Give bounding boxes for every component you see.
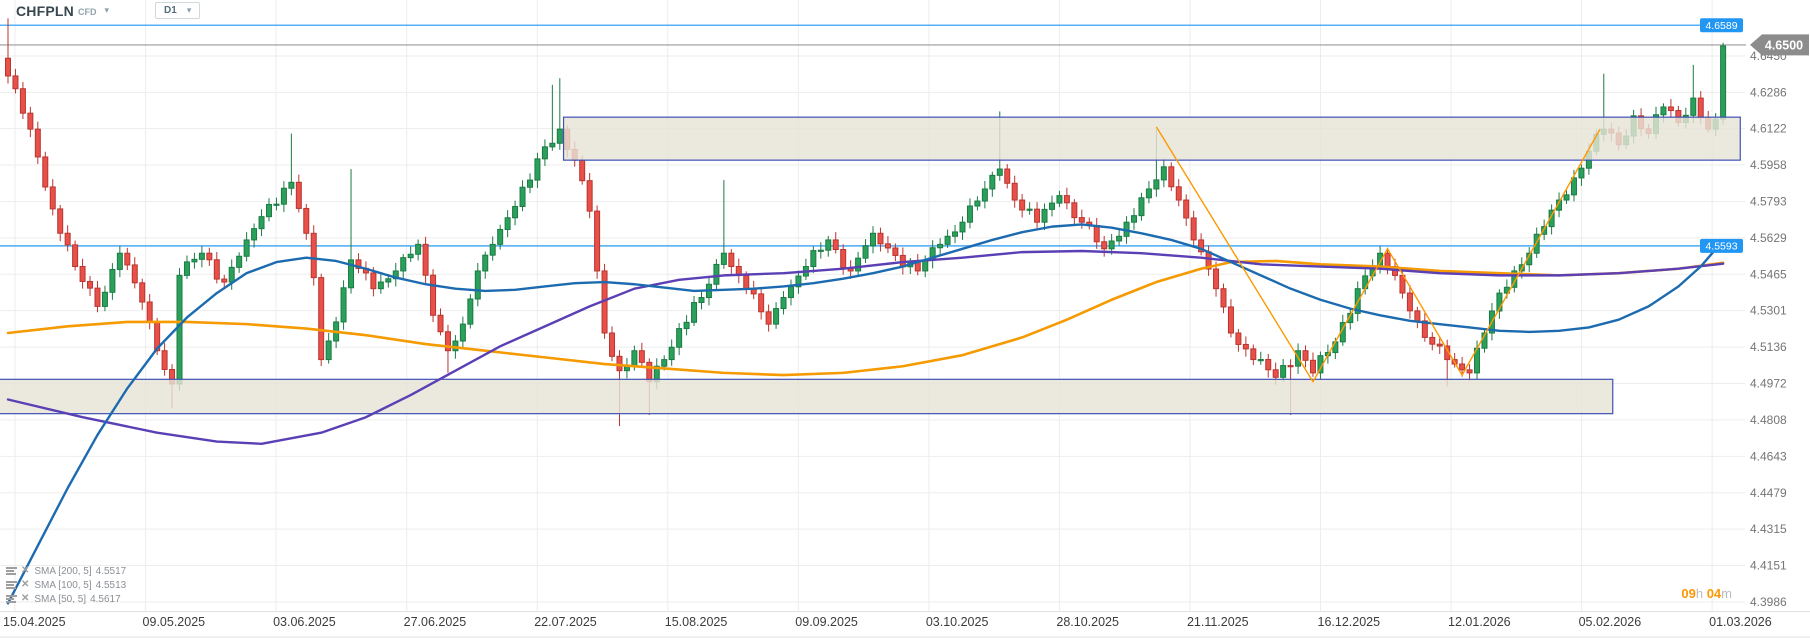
chart-header: CHFPLN CFD ▾ D1 ▾ bbox=[16, 2, 201, 19]
svg-text:4.5958: 4.5958 bbox=[1750, 158, 1787, 172]
svg-text:15.08.2025: 15.08.2025 bbox=[665, 615, 728, 629]
trendline-drawing[interactable] bbox=[1155, 126, 1601, 383]
indicator-settings-icon[interactable] bbox=[6, 566, 17, 576]
svg-text:4.6122: 4.6122 bbox=[1750, 122, 1787, 136]
price-level-lines bbox=[0, 24, 1752, 247]
current-price-badge: 4.6500 bbox=[1750, 34, 1809, 56]
indicator-label: SMA [100, 5] bbox=[34, 579, 92, 591]
svg-text:05.02.2026: 05.02.2026 bbox=[1579, 615, 1642, 629]
svg-text:4.5465: 4.5465 bbox=[1750, 267, 1787, 281]
svg-text:4.4972: 4.4972 bbox=[1750, 377, 1787, 391]
indicator-legend-row: ✕ SMA [50, 5] 4.5617 bbox=[6, 592, 126, 606]
timeframe-selector[interactable]: D1 ▾ bbox=[155, 2, 201, 19]
indicator-value: 4.5517 bbox=[95, 565, 127, 577]
sma-line-SMA-200-5 bbox=[6, 259, 1725, 377]
indicator-label: SMA [200, 5] bbox=[34, 565, 92, 577]
svg-text:21.11.2025: 21.11.2025 bbox=[1187, 615, 1249, 629]
date-axis[interactable]: 15.04.2025 09.05.2025 03.06.2025 27.06.2025… bbox=[0, 611, 1810, 639]
svg-text:4.6589: 4.6589 bbox=[1705, 20, 1737, 32]
resistance-zone bbox=[562, 116, 1741, 161]
svg-text:4.4151: 4.4151 bbox=[1750, 558, 1787, 572]
svg-text:03.10.2025: 03.10.2025 bbox=[926, 615, 989, 629]
svg-text:09.09.2025: 09.09.2025 bbox=[795, 615, 858, 629]
price-axis[interactable]: 4.64504.62864.61224.59584.57934.56294.54… bbox=[1746, 0, 1810, 639]
svg-text:28.10.2025: 28.10.2025 bbox=[1056, 615, 1119, 629]
svg-text:4.4479: 4.4479 bbox=[1750, 486, 1787, 500]
instrument-market-type: CFD bbox=[77, 7, 97, 17]
svg-text:4.5593: 4.5593 bbox=[1705, 241, 1737, 253]
indicator-remove-icon[interactable]: ✕ bbox=[21, 579, 30, 590]
svg-text:03.06.2025: 03.06.2025 bbox=[273, 615, 336, 629]
candle-countdown-timer: 09h 04m bbox=[1681, 586, 1732, 601]
svg-text:4.6500: 4.6500 bbox=[1765, 38, 1803, 52]
candles-layer bbox=[5, 18, 1727, 427]
timeframe-dropdown-caret-icon: ▾ bbox=[186, 5, 192, 15]
svg-text:4.3986: 4.3986 bbox=[1750, 595, 1787, 609]
indicator-value: 4.5617 bbox=[90, 593, 121, 605]
svg-text:27.06.2025: 27.06.2025 bbox=[404, 615, 467, 629]
svg-text:4.6286: 4.6286 bbox=[1750, 85, 1787, 99]
indicator-legend: ✕ SMA [200, 5] 4.5517 ✕ SMA [100, 5] 4.5513 ✕ S… bbox=[6, 564, 126, 606]
instrument-dropdown-caret-icon[interactable]: ▾ bbox=[104, 5, 110, 15]
svg-text:01.03.2026: 01.03.2026 bbox=[1709, 615, 1772, 629]
svg-text:4.5136: 4.5136 bbox=[1750, 340, 1787, 354]
svg-text:4.5629: 4.5629 bbox=[1750, 231, 1787, 245]
support-zone bbox=[0, 378, 1614, 415]
countdown-minutes: 04 bbox=[1706, 586, 1722, 601]
indicator-legend-row: ✕ SMA [200, 5] 4.5517 bbox=[6, 564, 126, 578]
timeframe-value: D1 bbox=[164, 5, 177, 16]
alert-level-badge[interactable]: 4.6589 bbox=[1700, 18, 1743, 33]
indicator-value: 4.5513 bbox=[95, 579, 127, 591]
svg-text:4.5301: 4.5301 bbox=[1750, 304, 1787, 318]
svg-text:4.4315: 4.4315 bbox=[1750, 522, 1787, 536]
price-zones[interactable] bbox=[0, 116, 1741, 415]
svg-text:4.5793: 4.5793 bbox=[1750, 195, 1787, 209]
sma-line-SMA-50-5 bbox=[6, 223, 1725, 605]
svg-text:16.12.2025: 16.12.2025 bbox=[1318, 615, 1381, 629]
grid-lines bbox=[0, 0, 1745, 611]
indicator-legend-row: ✕ SMA [100, 5] 4.5513 bbox=[6, 578, 126, 592]
svg-text:12.01.2026: 12.01.2026 bbox=[1448, 615, 1511, 629]
sma-line-SMA-100-5 bbox=[6, 249, 1725, 445]
alert-level-badge[interactable]: 4.5593 bbox=[1700, 238, 1743, 253]
svg-text:09.05.2025: 09.05.2025 bbox=[143, 615, 206, 629]
svg-text:4.4643: 4.4643 bbox=[1750, 449, 1787, 463]
indicator-remove-icon[interactable]: ✕ bbox=[21, 593, 30, 604]
indicator-label: SMA [50, 5] bbox=[34, 593, 87, 605]
indicator-settings-icon[interactable] bbox=[6, 580, 17, 590]
svg-text:4.4808: 4.4808 bbox=[1750, 413, 1787, 427]
svg-text:22.07.2025: 22.07.2025 bbox=[534, 615, 597, 629]
indicator-settings-icon[interactable] bbox=[6, 594, 17, 604]
svg-text:15.04.2025: 15.04.2025 bbox=[3, 615, 66, 629]
countdown-hours: 09 bbox=[1681, 586, 1696, 601]
indicator-remove-icon[interactable]: ✕ bbox=[21, 565, 30, 576]
countdown-hours-unit: h bbox=[1695, 586, 1704, 601]
countdown-minutes-unit: m bbox=[1721, 586, 1732, 601]
instrument-symbol[interactable]: CHFPLN bbox=[16, 2, 74, 19]
